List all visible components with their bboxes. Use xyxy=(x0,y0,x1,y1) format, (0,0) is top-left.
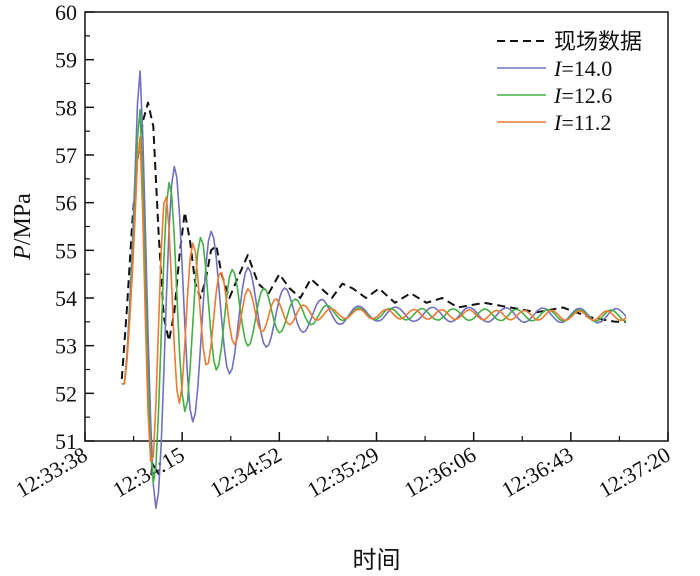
legend-label-1: I=14.0 xyxy=(553,56,612,81)
x-axis-title: 时间 xyxy=(353,547,401,574)
y-tick-label: 51 xyxy=(55,429,77,454)
y-axis: 51 52 53 54 55 56 57 58 59 60 xyxy=(55,0,94,454)
y-tick-label: 54 xyxy=(55,286,77,311)
y-tick-label: 56 xyxy=(55,191,77,216)
x-tick-label: 12:34:52 xyxy=(206,442,286,503)
x-tick-label: 12:37:20 xyxy=(594,442,674,503)
legend-label-0: 现场数据 xyxy=(554,29,642,54)
y-tick-label: 52 xyxy=(55,381,77,406)
x-axis: 12:33:38 12:34:15 12:34:52 12:35:29 12:36:06… xyxy=(11,432,675,503)
series-line-1 xyxy=(121,70,627,510)
legend-label-2: I=12.6 xyxy=(553,83,612,108)
x-tick-label: 12:36:43 xyxy=(497,442,577,503)
series-line-2 xyxy=(121,108,627,484)
y-tick-label: 53 xyxy=(55,334,77,359)
y-tick-label: 60 xyxy=(55,0,77,25)
x-tick-label: 12:34:15 xyxy=(108,442,188,503)
y-tick-label: 55 xyxy=(55,238,77,263)
x-tick-label: 12:35:29 xyxy=(303,442,383,503)
y-axis-title: P/MPa xyxy=(10,193,36,261)
legend-label-3: I=11.2 xyxy=(553,110,611,135)
x-tick-label: 12:36:06 xyxy=(400,442,480,503)
x-tick-label: 12:33:38 xyxy=(11,442,91,503)
y-tick-label: 58 xyxy=(55,95,77,120)
series-group xyxy=(120,70,627,510)
y-tick-label: 57 xyxy=(55,143,77,168)
series-line-0 xyxy=(120,101,626,380)
series-line-3 xyxy=(121,136,627,463)
y-tick-label: 59 xyxy=(55,48,77,73)
